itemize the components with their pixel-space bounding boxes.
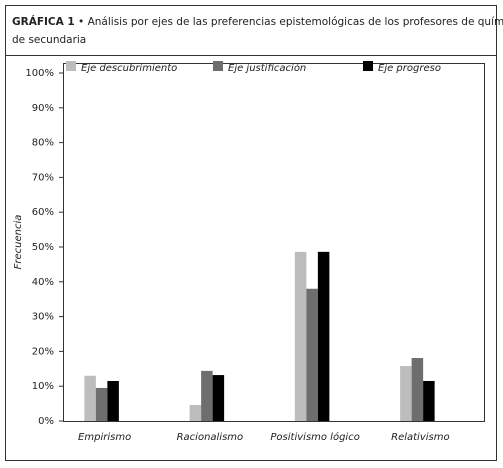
bar — [84, 375, 96, 421]
legend-label: Eje justificación — [228, 62, 306, 74]
legend-swatch — [363, 61, 373, 71]
title-separator: • — [78, 16, 84, 28]
x-tick-label: Empirismo — [78, 432, 131, 443]
y-tick-label: 0% — [38, 416, 54, 427]
bar — [317, 251, 330, 421]
x-tick-label: Positivismo lógico — [270, 431, 359, 443]
chart-title-cont: de secundaria — [12, 34, 86, 46]
y-tick-label: 90% — [32, 103, 54, 114]
title-text: Análisis por ejes de las preferencias ep… — [88, 16, 503, 28]
bar — [294, 251, 307, 421]
y-axis-label: Frecuencia — [13, 215, 24, 270]
bar — [95, 387, 108, 421]
y-tick-label: 60% — [32, 207, 54, 218]
legend-swatch — [66, 61, 76, 71]
frame — [5, 5, 497, 461]
legend-label: Eje progreso — [378, 63, 441, 74]
chart-title: GRÁFICA 1 • Análisis por ejes de las pre… — [12, 15, 503, 28]
y-tick-label: 10% — [32, 381, 54, 392]
bar — [423, 380, 435, 421]
bar — [201, 370, 213, 421]
x-tick-label: Relativismo — [391, 432, 449, 443]
y-tick-label: 50% — [32, 242, 54, 253]
bar — [212, 375, 225, 421]
x-tick-label: Racionalismo — [177, 432, 244, 443]
bar — [411, 358, 424, 421]
bar — [107, 380, 119, 421]
bar — [189, 404, 202, 421]
y-tick-label: 20% — [32, 346, 54, 357]
y-tick-label: 70% — [32, 172, 54, 183]
y-tick-label: 100% — [25, 68, 54, 79]
title-label: GRÁFICA 1 — [12, 15, 75, 28]
legend-swatch — [213, 61, 223, 71]
y-tick-label: 80% — [32, 138, 54, 149]
y-tick-label: 40% — [32, 277, 54, 288]
legend-label: Eje descubrimiento — [81, 63, 177, 74]
plot-area — [63, 63, 485, 422]
bar — [400, 366, 412, 421]
y-tick-label: 30% — [32, 312, 54, 323]
bar — [306, 288, 318, 421]
